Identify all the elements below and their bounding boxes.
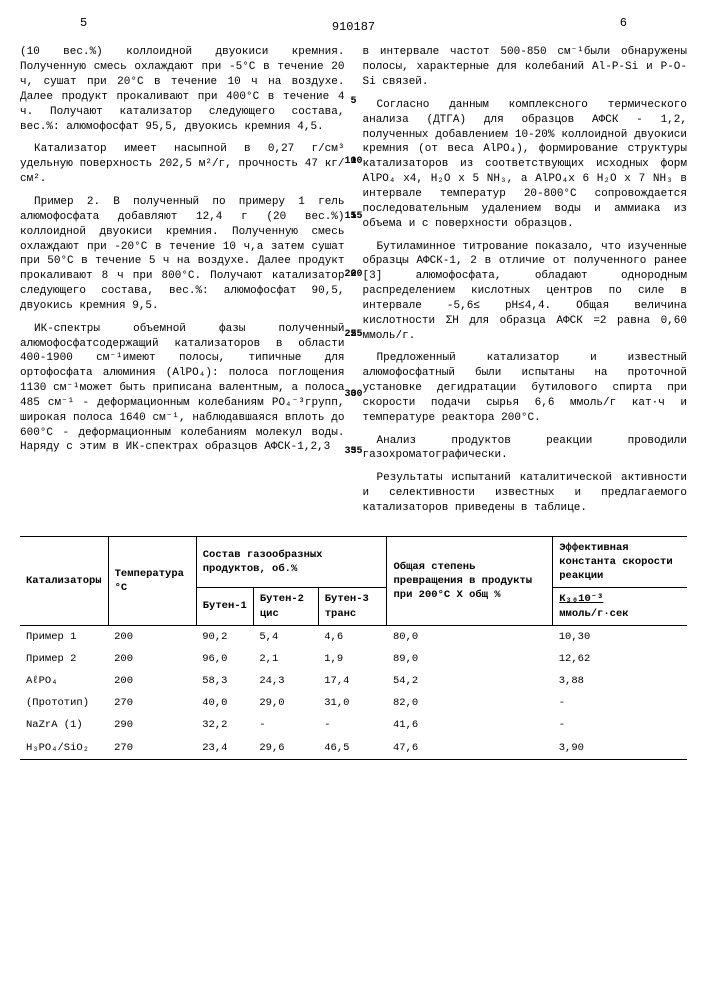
th-rate-unit: К₃₀10⁻³ ммоль/г·сек: [553, 588, 687, 625]
line-marker: 35: [351, 445, 363, 459]
page-right: 6: [620, 15, 627, 31]
table-row: Пример 120090,25,44,680,010,30: [20, 625, 687, 648]
results-table: Катализаторы Температура °С Состав газоо…: [20, 536, 687, 760]
th-composition: Состав газообразных продуктов, об.%: [196, 536, 387, 588]
line-marker: 5: [351, 95, 357, 109]
th-rate: Эффективная константа скорости реакции: [553, 536, 687, 588]
paragraph: Бутиламинное титрование показало, что из…: [363, 240, 688, 344]
left-column: 10 15 20 25 30 35 (10 вес.%) коллоидной …: [20, 45, 345, 523]
paragraph: Анализ продуктов реакции проводили газох…: [363, 434, 688, 464]
th-buten2: Бутен-2 цис: [253, 588, 318, 625]
text-columns: 10 15 20 25 30 35 (10 вес.%) коллоидной …: [20, 45, 687, 523]
paragraph: в интервале частот 500-850 см⁻¹были обна…: [363, 45, 688, 90]
th-catalyst: Катализаторы: [20, 536, 108, 625]
paragraph: Пример 2. В полученный по примеру 1 гель…: [20, 195, 345, 314]
th-buten1: Бутен-1: [196, 588, 253, 625]
paragraph: Катализатор имеет насыпной в 0,27 г/см³ …: [20, 142, 345, 187]
paragraph: ИК-спектры объемной фазы полученный алюм…: [20, 322, 345, 456]
paragraph: Предложенный катализатор и известный алю…: [363, 351, 688, 425]
th-temp: Температура °С: [108, 536, 196, 625]
table-row: AℓPO₄20058,324,317,454,23,88: [20, 670, 687, 692]
doc-number: 910187: [20, 19, 687, 35]
line-marker: 15: [351, 210, 363, 224]
line-marker: 25: [351, 328, 363, 342]
paragraph: (10 вес.%) коллоидной двуокиси кремния. …: [20, 45, 345, 134]
table-row: H₃PO₄/SiO₂27023,429,646,547,63,90: [20, 737, 687, 760]
table-row: (Прототип)27040,029,031,082,0-: [20, 692, 687, 714]
right-column: 5 10 15 20 25 30 35 в интервале частот 5…: [363, 45, 688, 523]
paragraph: Согласно данным комплексного термическог…: [363, 98, 688, 232]
line-marker: 20: [351, 268, 363, 282]
th-buten3: Бутен-3 транс: [318, 588, 387, 625]
table-row: NaZrA (1)29032,2--41,6-: [20, 714, 687, 736]
th-conversion: Общая степень превращения в продукты при…: [387, 536, 553, 625]
page-left: 5: [80, 15, 87, 31]
paragraph: Результаты испытаний каталитической акти…: [363, 471, 688, 516]
line-marker: 30: [351, 388, 363, 402]
table-body: Пример 120090,25,44,680,010,30 Пример 22…: [20, 625, 687, 759]
table-row: Пример 220096,02,11,989,012,62: [20, 648, 687, 670]
line-marker: 10: [351, 155, 363, 169]
